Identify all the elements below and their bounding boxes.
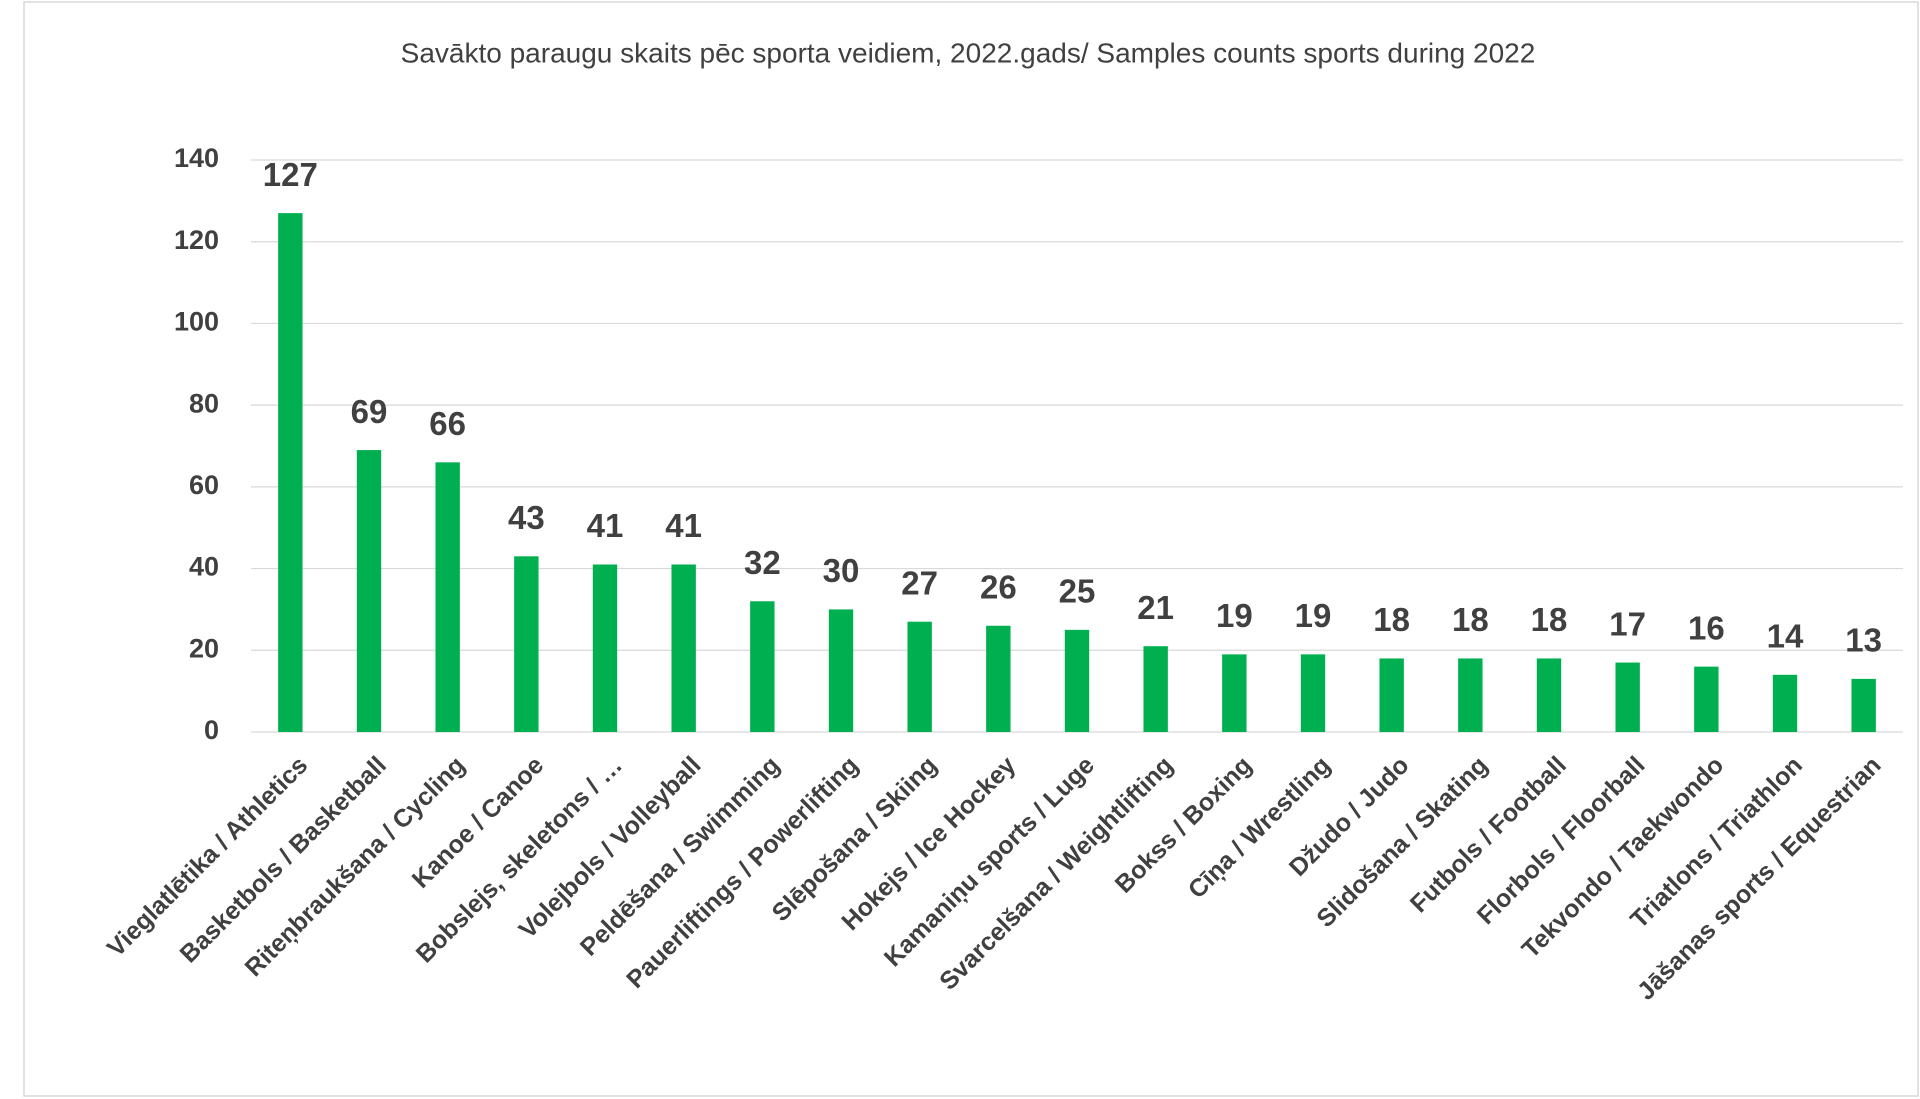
bar — [356, 450, 382, 732]
data-label: 41 — [665, 507, 702, 544]
y-tick-label: 80 — [189, 388, 219, 418]
bar — [1772, 674, 1798, 732]
data-label: 25 — [1059, 573, 1096, 610]
data-label: 66 — [429, 405, 466, 442]
chart-title: Savākto paraugu skaits pēc sporta veidie… — [401, 37, 1536, 68]
bar — [592, 564, 618, 732]
data-label: 13 — [1845, 622, 1882, 659]
data-label: 18 — [1531, 601, 1568, 638]
y-tick-label: 60 — [189, 470, 219, 500]
bar — [986, 625, 1011, 732]
bar — [1300, 654, 1326, 732]
y-tick-label: 140 — [174, 143, 219, 173]
data-label: 19 — [1216, 597, 1253, 634]
bar — [907, 621, 932, 732]
data-label: 21 — [1137, 589, 1174, 626]
bar — [514, 556, 539, 732]
data-label: 43 — [508, 499, 545, 536]
y-tick-label: 0 — [204, 715, 219, 745]
data-label: 69 — [351, 393, 388, 430]
data-label: 17 — [1609, 605, 1646, 642]
bar — [1064, 629, 1090, 732]
data-label: 18 — [1452, 601, 1489, 638]
y-tick-label: 100 — [174, 307, 219, 337]
bar — [1851, 678, 1876, 732]
y-tick-label: 120 — [174, 225, 219, 255]
data-label: 18 — [1373, 601, 1410, 638]
data-label: 27 — [901, 564, 938, 601]
y-tick-label: 20 — [189, 633, 219, 663]
data-label: 19 — [1295, 597, 1332, 634]
bar — [1458, 658, 1483, 732]
bar — [1143, 646, 1168, 732]
data-label: 26 — [980, 568, 1017, 605]
data-label: 14 — [1767, 618, 1804, 655]
data-label: 41 — [587, 507, 624, 544]
bar — [750, 601, 775, 732]
bar — [278, 213, 303, 733]
data-label: 127 — [263, 156, 318, 193]
data-label: 32 — [744, 544, 781, 581]
bar — [1694, 666, 1719, 732]
bar — [671, 564, 696, 732]
bar — [1379, 658, 1404, 732]
bar — [1536, 658, 1562, 732]
chart-frame — [23, 1, 1919, 1097]
y-tick-label: 40 — [189, 552, 219, 582]
bar — [1615, 662, 1640, 732]
bar — [828, 609, 854, 732]
bar — [1222, 654, 1247, 732]
bar — [435, 462, 460, 732]
data-label: 16 — [1688, 609, 1725, 646]
data-label: 30 — [823, 552, 860, 589]
